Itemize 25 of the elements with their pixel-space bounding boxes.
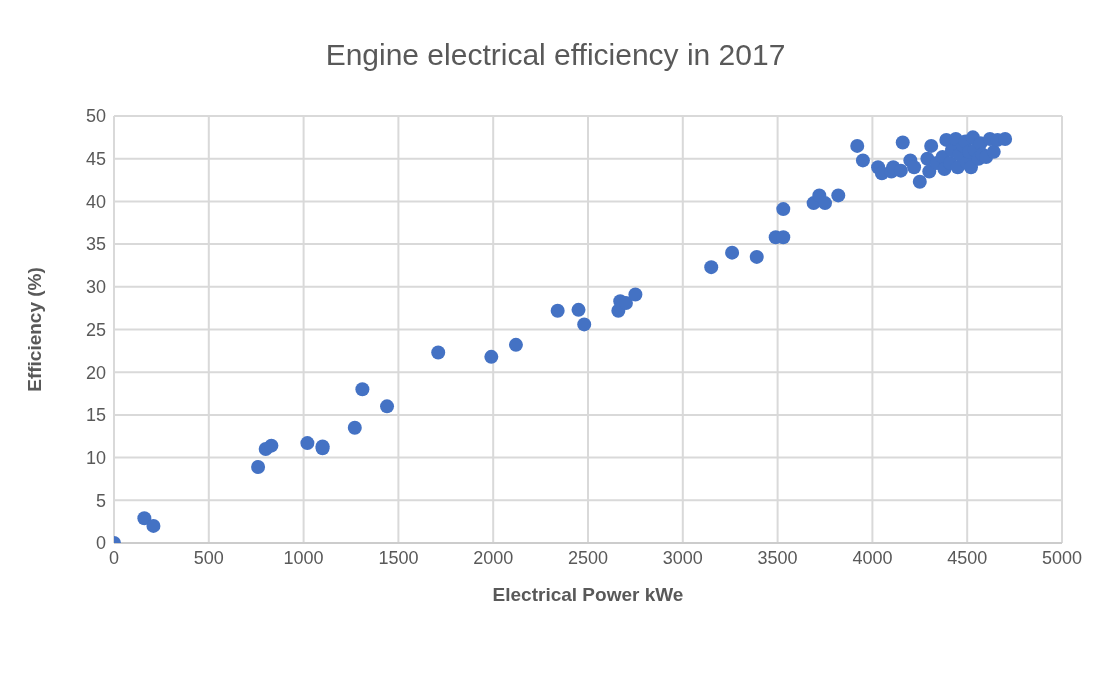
chart-title: Engine electrical efficiency in 2017: [324, 38, 787, 72]
x-tick-label: 4000: [852, 547, 893, 568]
y-tick-label: 0: [95, 533, 106, 554]
y-tick-label: 30: [85, 277, 106, 298]
x-tick-label: 2000: [473, 547, 514, 568]
x-tick-label: 4500: [947, 547, 988, 568]
y-tick-label: 25: [85, 319, 106, 340]
y-tick-label: 5: [95, 490, 106, 511]
x-tick-label: 1500: [378, 547, 419, 568]
y-axis-title: Efficiency (%): [23, 267, 45, 392]
x-tick-label: 3000: [662, 547, 703, 568]
y-tick-label: 35: [85, 234, 106, 255]
x-tick-label: 5000: [1041, 547, 1083, 568]
y-tick-label: 40: [85, 191, 106, 212]
x-tick-label: 0: [108, 547, 120, 568]
x-tick-label: 500: [193, 547, 224, 568]
y-tick-label: 45: [85, 149, 106, 170]
y-tick-label: 15: [85, 405, 106, 426]
x-axis-title: Electrical Power kWe: [492, 584, 684, 605]
x-tick-label: 2500: [567, 547, 609, 568]
x-tick-label: 1000: [283, 547, 324, 568]
x-tick-label: 3500: [757, 547, 798, 568]
y-tick-label: 10: [85, 447, 106, 468]
y-tick-label: 50: [85, 106, 106, 127]
y-tick-label: 20: [85, 362, 106, 383]
